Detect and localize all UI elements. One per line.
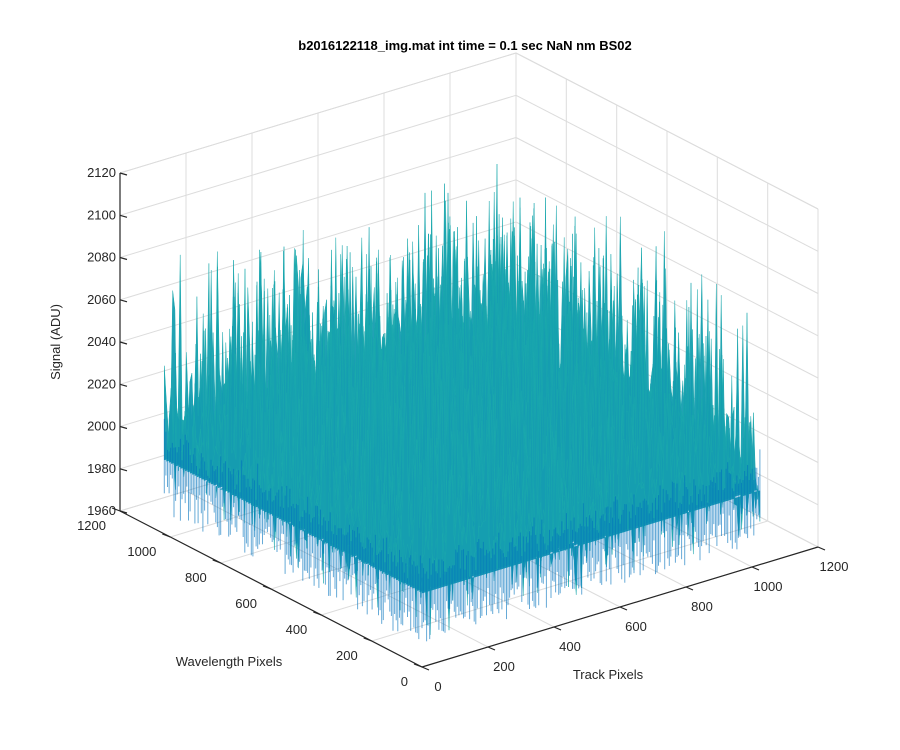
x-tick-label-1: 200: [493, 659, 515, 674]
z-tick-label-3: 2020: [87, 376, 116, 391]
z-tick-label-5: 2060: [87, 292, 116, 307]
grid-sidewall-z-7: [515, 94, 819, 252]
x-tick-2: [553, 626, 562, 631]
y-tick-5: [162, 533, 171, 538]
y-tick-label-6: 1200: [77, 518, 106, 533]
z-tick-8: [119, 172, 128, 176]
y-tick-0: [413, 663, 423, 668]
x-tick-label-6: 1200: [820, 559, 849, 574]
surface: [163, 163, 761, 642]
z-tick-label-0: 1960: [87, 503, 116, 518]
z-tick-7: [119, 214, 128, 218]
y-tick-label-5: 1000: [127, 544, 156, 559]
x-tick-6: [817, 546, 826, 551]
z-tick-label-7: 2100: [87, 207, 116, 222]
z-tick-1: [119, 468, 128, 472]
box-top-back: [119, 52, 517, 174]
grid-sidewall-z-5: [515, 179, 819, 337]
y-tick-label-1: 200: [336, 648, 358, 663]
x-tick-label-0: 0: [434, 679, 441, 694]
x-tick-label-2: 400: [559, 639, 581, 654]
z-tick-4: [119, 341, 128, 345]
z-axis-label: Signal (ADU): [48, 304, 63, 380]
x-tick-1: [487, 646, 496, 651]
y-tick-2: [313, 611, 322, 616]
z-tick-label-8: 2120: [87, 165, 116, 180]
z-tick-label-6: 2080: [87, 250, 116, 265]
y-tick-label-2: 400: [286, 622, 308, 637]
x-tick-label-3: 600: [625, 619, 647, 634]
y-tick-label-3: 600: [235, 596, 257, 611]
y-tick-label-4: 800: [185, 570, 207, 585]
grid-sidewall-z-4: [515, 221, 819, 379]
z-tick-0: [119, 510, 128, 514]
z-tick-6: [119, 256, 128, 261]
z-tick-2: [119, 425, 128, 430]
grid-backwall-z-5: [119, 179, 517, 301]
x-tick-label-5: 1000: [754, 579, 783, 594]
z-tick-5: [119, 299, 128, 303]
box-top-side: [515, 52, 819, 210]
y-tick-label-0: 0: [401, 674, 408, 689]
y-tick-6: [111, 507, 121, 512]
x-tick-0: [421, 666, 430, 671]
grid-backwall-z-6: [119, 137, 517, 258]
y-tick-4: [212, 559, 221, 564]
x-tick-5: [751, 566, 760, 571]
tick-layer: 0 200 400 600 800 1000 1200 0 200 400 600 800 1000 12…: [77, 165, 848, 694]
z-tick-label-1: 1980: [87, 461, 116, 476]
y-axis-label: Wavelength Pixels: [176, 654, 283, 669]
grid-backwall-z-7: [119, 94, 517, 216]
z-tick-label-2: 2000: [87, 419, 116, 434]
x-axis-label: Track Pixels: [573, 667, 644, 682]
x-tick-4: [685, 586, 694, 591]
y-tick-3: [262, 585, 272, 590]
grid-sidewall-z-6: [515, 137, 819, 294]
x-tick-3: [619, 606, 628, 611]
y-tick-1: [363, 637, 372, 642]
z-tick-label-4: 2040: [87, 334, 116, 349]
x-tick-label-4: 800: [691, 599, 713, 614]
z-tick-3: [119, 383, 128, 387]
chart-title: b2016122118_img.mat int time = 0.1 sec N…: [298, 38, 631, 53]
